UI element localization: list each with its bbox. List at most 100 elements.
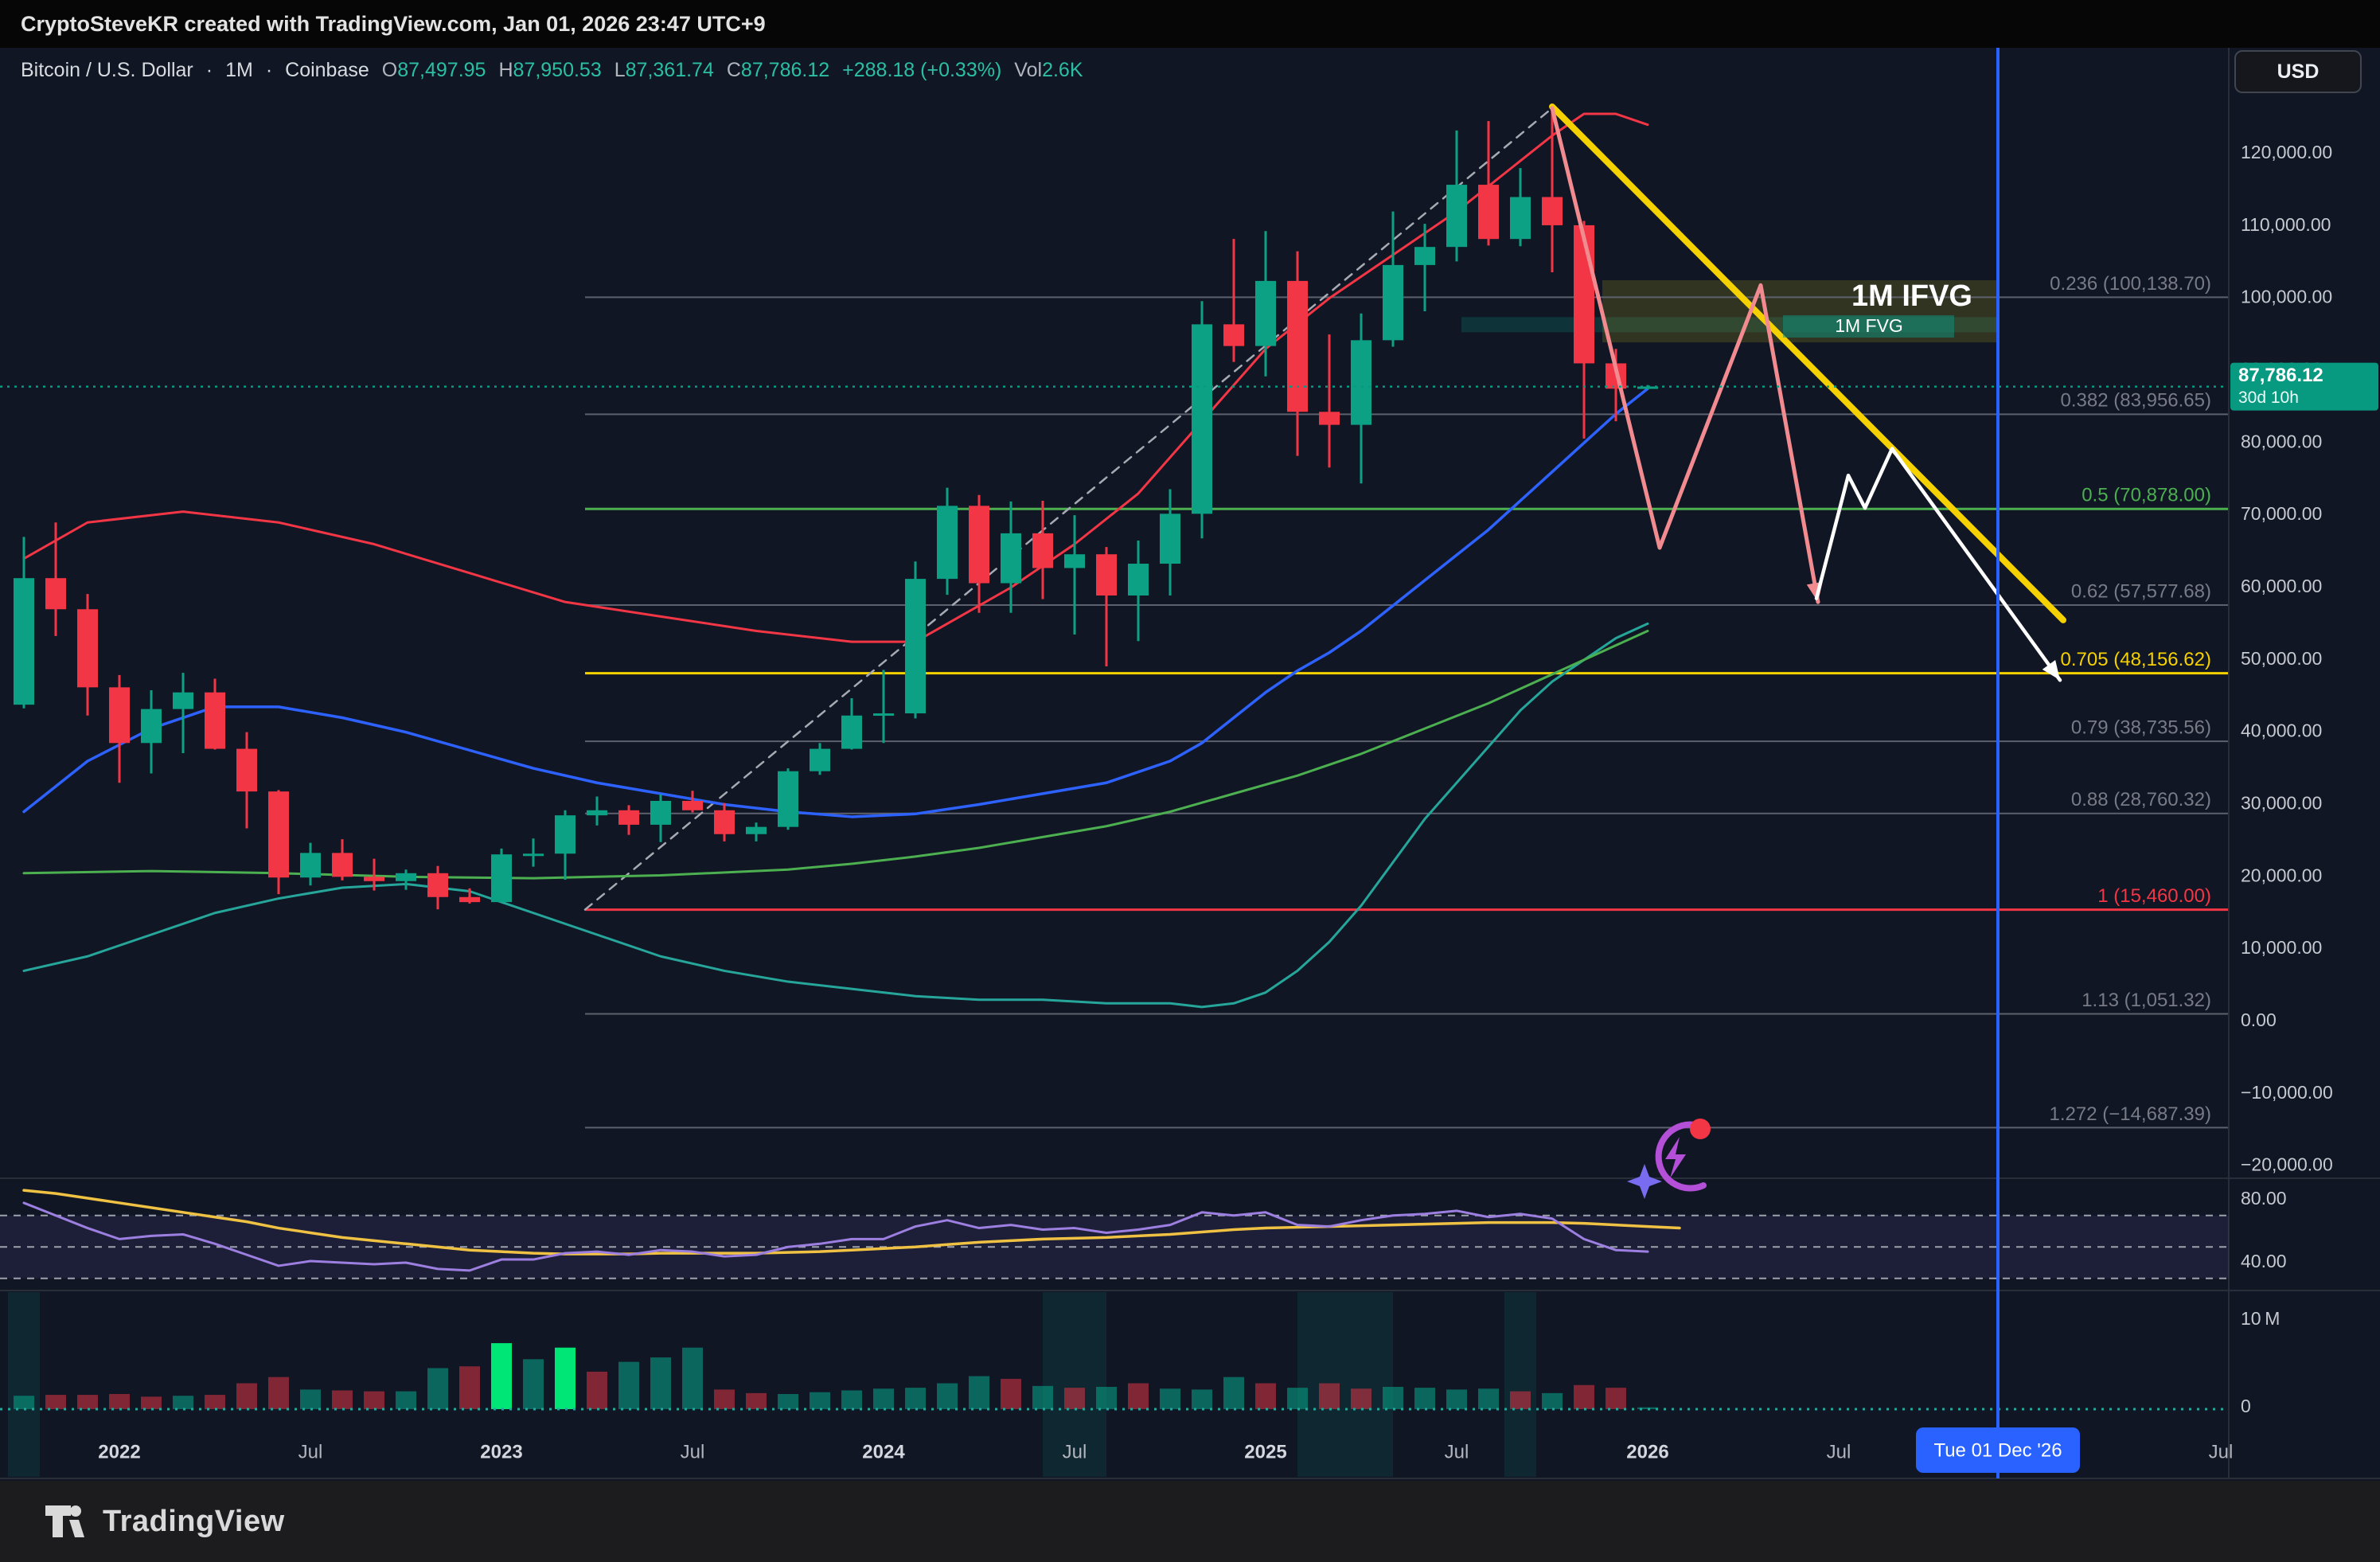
bar-countdown: 30d 10h (2238, 389, 2299, 407)
symbol-legend: Bitcoin / U.S. Dollar · 1M · Coinbase O8… (21, 59, 1083, 82)
volume-bar (1319, 1383, 1340, 1409)
volume-bar (364, 1391, 384, 1409)
white-arrowhead (2042, 659, 2060, 681)
candle-body (1064, 554, 1085, 568)
candle-body (332, 853, 353, 877)
fib-level-label: 1.13 (1,051.32) (2082, 990, 2211, 1011)
volume-bar (1287, 1388, 1308, 1409)
price-axis-label: 70,000.00 (2241, 503, 2322, 524)
volume-bar (1096, 1387, 1117, 1409)
bollinger-middle-band (22, 387, 1649, 818)
price-axis-label: −20,000.00 (2241, 1154, 2333, 1175)
fib-level-label: 0.5 (70,878.00) (2082, 485, 2211, 506)
volume-bar (491, 1343, 512, 1409)
candle-body (1255, 280, 1276, 346)
chart-widget[interactable]: 0.236 (100,138.70) 0.382 (83,956.65) 0.5 (… (0, 48, 2380, 1481)
ohlc-high: H87,950.53 (498, 59, 602, 81)
price-axis-label: 30,000.00 (2241, 793, 2322, 814)
candle-body (1637, 386, 1658, 389)
symbol-title[interactable]: Bitcoin / U.S. Dollar (21, 59, 193, 81)
volume-bar (1255, 1383, 1276, 1409)
volume-bar (45, 1395, 66, 1409)
candle-body (396, 873, 416, 881)
time-axis-label: Jul (681, 1441, 705, 1462)
volume-bar (332, 1390, 353, 1409)
candle-body (1478, 185, 1499, 240)
candle-body (1032, 533, 1053, 568)
separator-dot: · (205, 59, 213, 81)
interval-label[interactable]: 1M (225, 59, 253, 81)
volume-bar (1351, 1388, 1371, 1409)
candle-body (937, 506, 958, 580)
volume-bar (427, 1368, 448, 1409)
spark-ai-icon (1627, 1119, 1711, 1199)
volume-bar (650, 1357, 671, 1409)
candle-body (778, 771, 798, 827)
volume-bar (459, 1366, 480, 1409)
fib-level-label: 0.88 (28,760.32) (2071, 789, 2211, 810)
candle-body (1542, 197, 1563, 225)
volume-bar (268, 1377, 289, 1409)
candle-body (427, 873, 448, 897)
chart-canvas[interactable]: 0.236 (100,138.70) 0.382 (83,956.65) 0.5 (… (0, 48, 2380, 1481)
candle-body (841, 715, 862, 749)
candle-body (1001, 533, 1021, 584)
exchange-label[interactable]: Coinbase (285, 59, 369, 81)
candle-body (714, 810, 735, 834)
candle-body (1574, 225, 1594, 364)
candle-body (236, 748, 257, 792)
ifvg-zone-label: 1M IFVG (1851, 279, 1972, 313)
ohlc-open: O87,497.95 (381, 59, 486, 81)
candle-body (109, 687, 130, 744)
time-axis-label: 2024 (862, 1441, 905, 1462)
price-axis-label: 10,000.00 (2241, 937, 2322, 958)
volume-bar (873, 1388, 894, 1409)
volume-highlight-column (1043, 1292, 1106, 1477)
volume-bar (1128, 1383, 1149, 1409)
currency-toggle-button[interactable]: USD (2234, 50, 2362, 93)
fvg-label-box (1783, 315, 1954, 338)
candle-body (364, 877, 384, 881)
price-axis-label: 120,000.00 (2241, 142, 2332, 162)
fib-level-label: 0.382 (83,956.65) (2061, 390, 2211, 412)
time-axis-label: 2025 (1244, 1441, 1286, 1462)
volume-bar (205, 1395, 225, 1409)
candle-body (810, 748, 830, 771)
volume-bar (236, 1383, 257, 1409)
volume-highlight-column (1504, 1292, 1536, 1477)
yellow-trendline (1549, 103, 2066, 623)
candle-body (873, 713, 894, 717)
tradingview-logo-text[interactable]: TradingView (103, 1504, 285, 1538)
date-badge (1916, 1427, 2080, 1473)
candle-body (1096, 554, 1117, 596)
volume-bar (1446, 1389, 1467, 1409)
ohlc-low: L87,361.74 (614, 59, 714, 81)
attribution-bar: CryptoSteveKR created with TradingView.c… (0, 0, 2380, 48)
candle-body (650, 800, 671, 825)
tradingview-logo-icon[interactable] (44, 1504, 88, 1539)
candle-body (77, 609, 98, 688)
candle-body (459, 896, 480, 903)
candle-body (555, 815, 575, 854)
rsi-axis-label: 80.00 (2241, 1188, 2287, 1209)
candle-body (746, 826, 767, 834)
volume-bar (1574, 1384, 1594, 1409)
candle-body (1287, 280, 1308, 412)
ohlc-close: C87,786.12 (726, 59, 830, 81)
white-projection-path (1814, 447, 2062, 682)
price-axis-label: 80,000.00 (2241, 431, 2322, 451)
candle-body (618, 810, 639, 825)
candle-body (1510, 197, 1531, 240)
candle-body (1446, 185, 1467, 248)
volume-bar (396, 1391, 416, 1409)
volume-bar (1414, 1388, 1435, 1409)
volume-bar (969, 1376, 989, 1409)
volume-bar (618, 1361, 639, 1409)
volume-bar (746, 1392, 767, 1409)
candle-body (205, 692, 225, 749)
rsi-line (22, 1201, 1649, 1272)
volume-bar (937, 1383, 958, 1409)
price-axis-label: 110,000.00 (2241, 214, 2331, 235)
price-axis-label: 50,000.00 (2241, 648, 2322, 669)
